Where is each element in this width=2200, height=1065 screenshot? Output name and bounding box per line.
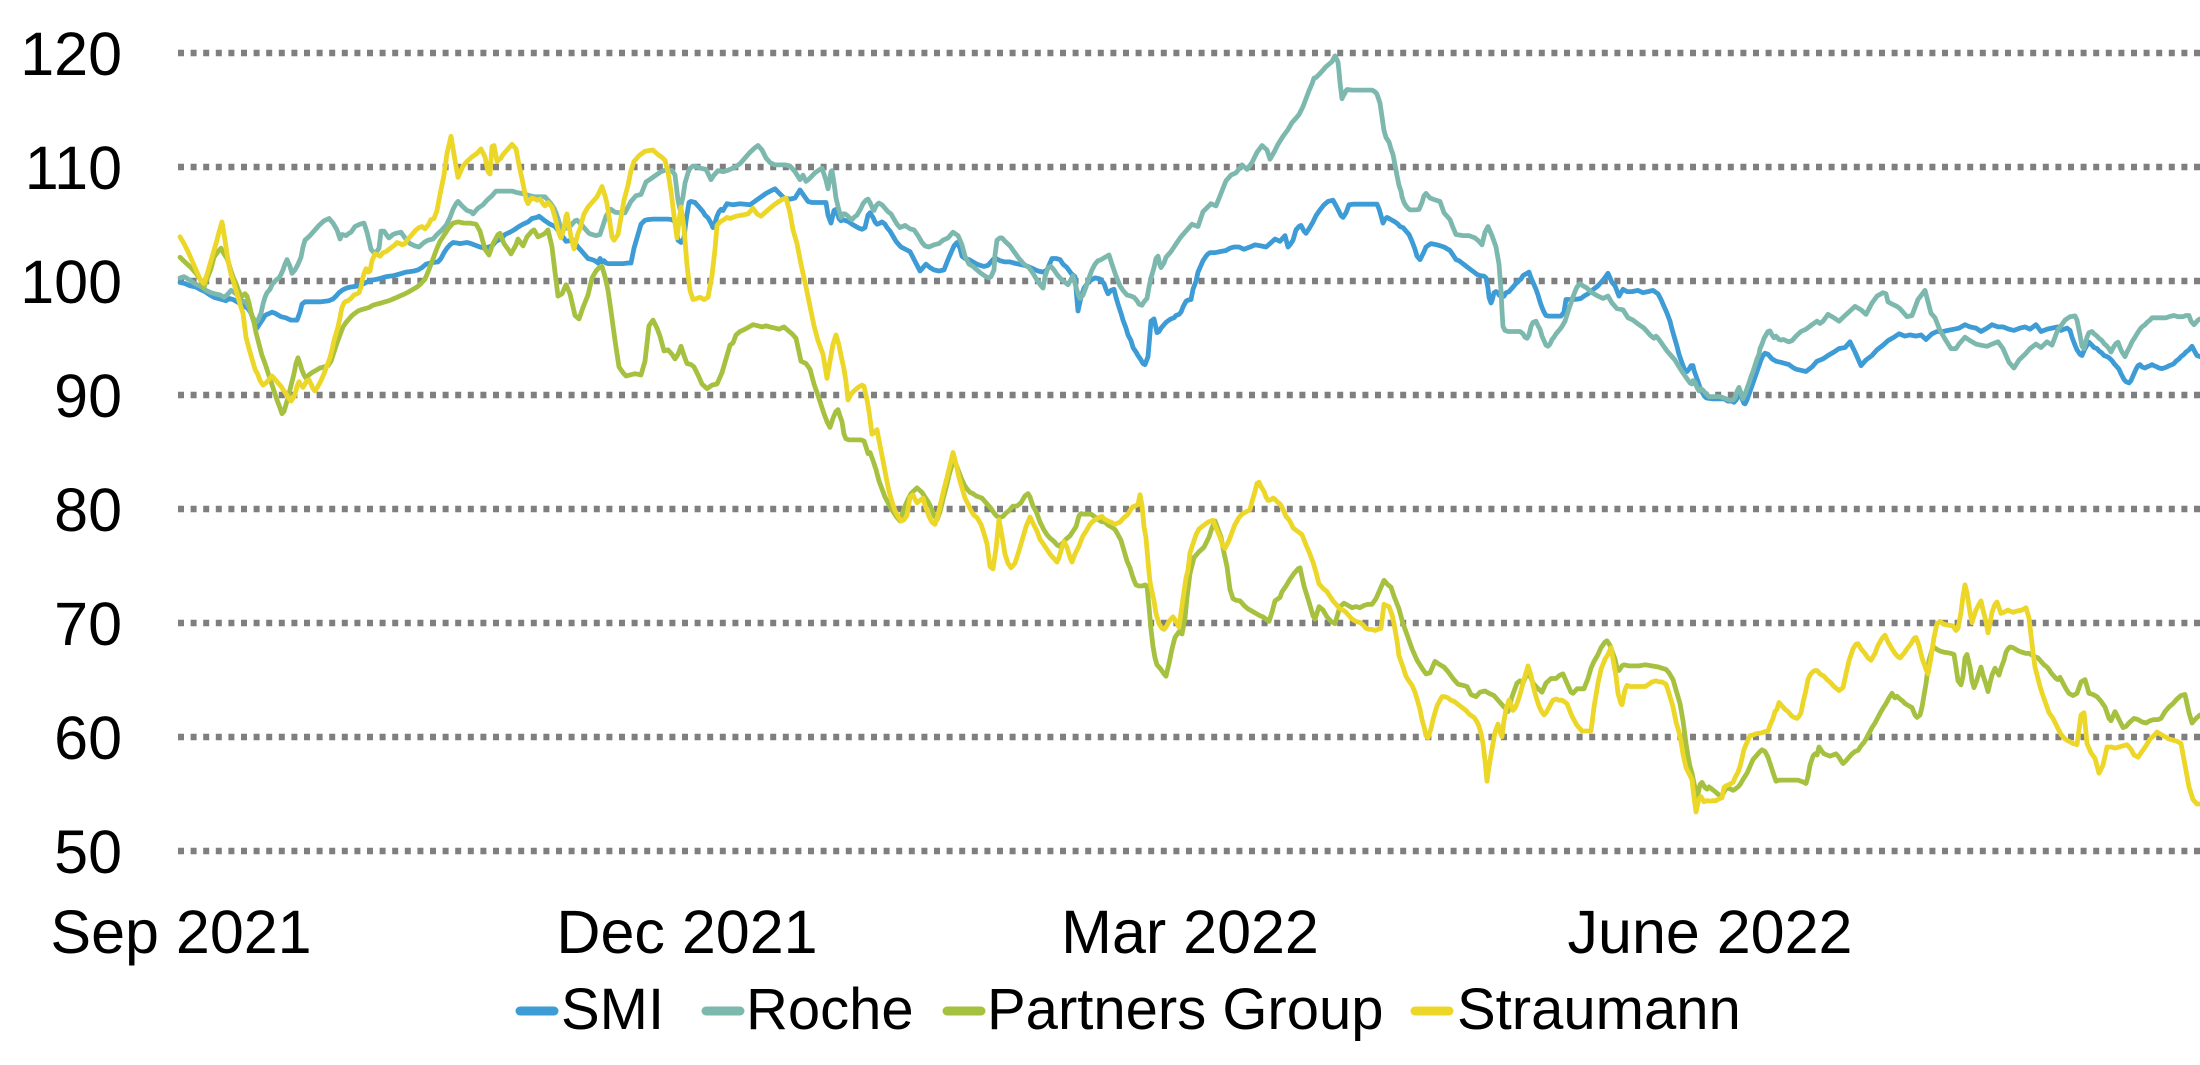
svg-text:Straumann: Straumann: [1457, 977, 1741, 1042]
svg-text:Dec 2021: Dec 2021: [556, 898, 817, 966]
svg-text:110: 110: [25, 134, 122, 202]
svg-text:60: 60: [54, 704, 122, 772]
svg-text:Sep 2021: Sep 2021: [50, 898, 311, 966]
svg-text:120: 120: [20, 20, 122, 88]
svg-text:100: 100: [20, 248, 122, 316]
svg-text:80: 80: [54, 476, 122, 544]
svg-text:SMI: SMI: [561, 977, 664, 1042]
svg-text:Roche: Roche: [746, 977, 914, 1042]
svg-text:70: 70: [54, 590, 122, 658]
svg-text:Partners Group: Partners Group: [987, 977, 1384, 1042]
svg-text:June 2022: June 2022: [1568, 898, 1853, 966]
svg-text:90: 90: [54, 362, 122, 430]
svg-text:50: 50: [54, 818, 122, 886]
svg-text:Mar 2022: Mar 2022: [1061, 898, 1319, 966]
